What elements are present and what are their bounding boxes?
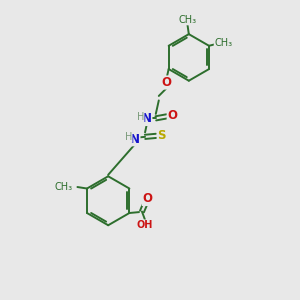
Text: CH₃: CH₃ — [178, 15, 196, 25]
Text: H: H — [124, 133, 132, 142]
Text: O: O — [167, 109, 177, 122]
Text: S: S — [157, 129, 166, 142]
Text: CH₃: CH₃ — [214, 38, 232, 48]
Text: CH₃: CH₃ — [55, 182, 73, 192]
Text: N: N — [130, 133, 140, 146]
Text: H: H — [136, 112, 144, 122]
Text: O: O — [161, 76, 171, 89]
Text: O: O — [142, 193, 152, 206]
Text: N: N — [142, 112, 152, 125]
Text: OH: OH — [137, 220, 153, 230]
